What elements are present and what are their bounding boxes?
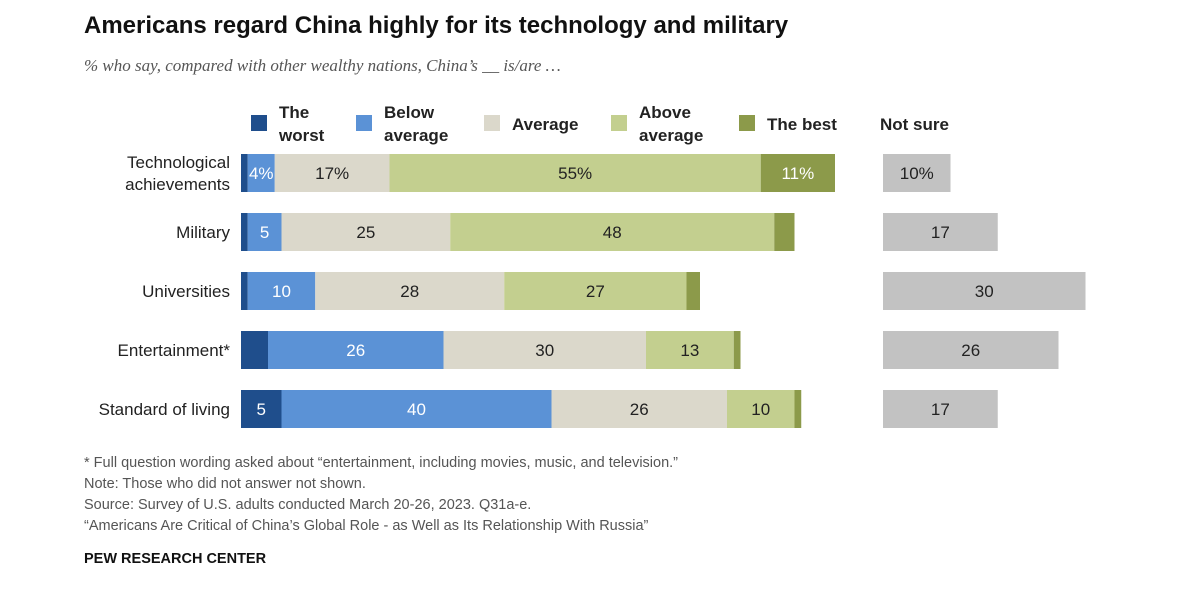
chart-title: Americans regard China highly for its te…	[84, 12, 789, 39]
bar-below-average-military	[247, 213, 282, 251]
value-label-not-sure-technological-achievements: 10%	[900, 164, 934, 183]
legend-label-below-average: Below	[384, 103, 435, 122]
legend-label-average: Average	[512, 115, 578, 134]
bar-the-best-military	[774, 213, 795, 251]
row-label-military: Military	[176, 223, 230, 242]
legend-swatch-above-average	[611, 115, 627, 131]
row-label-entertainment: Entertainment*	[118, 341, 231, 360]
bar-the-worst-military	[241, 213, 248, 251]
bar-the-worst-standard-of-living	[241, 390, 282, 428]
bar-above-average-military	[450, 213, 775, 251]
value-label-below-average-standard-of-living: 40	[407, 400, 426, 419]
bar-the-best-technological-achievements	[760, 154, 835, 192]
value-label-below-average-technological-achievements: 4%	[249, 164, 274, 183]
bar-above-average-universities	[504, 272, 687, 310]
value-label-not-sure-standard-of-living: 17	[931, 400, 950, 419]
pew-research-center-logo: PEW RESEARCH CENTER	[84, 551, 267, 567]
bar-not-sure-standard-of-living	[883, 390, 998, 428]
bar-not-sure-universities	[883, 272, 1086, 310]
value-label-the-worst-standard-of-living: 5	[257, 400, 266, 419]
value-label-not-sure-universities: 30	[975, 282, 994, 301]
legend-label-not-sure: Not sure	[880, 115, 949, 134]
legend-label-the-best: The best	[767, 115, 837, 134]
value-label-above-average-universities: 27	[586, 282, 605, 301]
legend-label-the-worst: The	[279, 103, 309, 122]
value-label-above-average-military: 48	[603, 223, 622, 242]
bar-not-sure-entertainment	[883, 331, 1059, 369]
legend-swatch-average	[484, 115, 500, 131]
legend-label-the-worst: worst	[278, 126, 325, 145]
value-label-above-average-standard-of-living: 10	[751, 400, 770, 419]
value-label-above-average-entertainment: 13	[680, 341, 699, 360]
value-label-below-average-universities: 10	[272, 282, 291, 301]
bar-above-average-entertainment	[646, 331, 734, 369]
value-label-not-sure-entertainment: 26	[961, 341, 980, 360]
bar-average-military	[281, 213, 451, 251]
bar-above-average-technological-achievements	[389, 154, 761, 192]
footnote-note: Note: Those who did not answer not shown…	[84, 476, 366, 492]
footnote-entertainment: * Full question wording asked about “ent…	[84, 455, 679, 471]
value-label-below-average-entertainment: 26	[346, 341, 365, 360]
chart-subtitle: % who say, compared with other wealthy n…	[84, 56, 561, 75]
bar-the-best-entertainment	[733, 331, 741, 369]
footnote-source: Source: Survey of U.S. adults conducted …	[84, 497, 532, 513]
value-label-average-military: 25	[356, 223, 375, 242]
bar-the-worst-technological-achievements	[241, 154, 248, 192]
value-label-the-best-technological-achievements: 11%	[781, 164, 814, 183]
value-label-not-sure-military: 17	[931, 223, 950, 242]
bar-the-worst-universities	[241, 272, 248, 310]
row-label-technological-achievements: Technological	[127, 153, 230, 172]
bar-the-best-universities	[686, 272, 700, 310]
value-label-average-technological-achievements: 17%	[315, 164, 349, 183]
row-label-universities: Universities	[142, 282, 230, 301]
bar-below-average-entertainment	[268, 331, 444, 369]
row-label-technological-achievements: achievements	[125, 175, 230, 194]
value-label-average-standard-of-living: 26	[630, 400, 649, 419]
bar-average-standard-of-living	[551, 390, 727, 428]
bar-the-best-standard-of-living	[794, 390, 802, 428]
value-label-average-universities: 28	[400, 282, 419, 301]
bar-not-sure-technological-achievements	[883, 154, 951, 192]
bar-below-average-universities	[247, 272, 316, 310]
legend-label-below-average: average	[384, 126, 448, 145]
footnote-report-title: “Americans Are Critical of China’s Globa…	[84, 518, 649, 534]
bar-average-technological-achievements	[274, 154, 390, 192]
bar-not-sure-military	[883, 213, 998, 251]
legend-swatch-below-average	[356, 115, 372, 131]
bar-average-entertainment	[443, 331, 646, 369]
value-label-average-entertainment: 30	[535, 341, 554, 360]
legend-label-above-average: average	[639, 126, 703, 145]
bar-below-average-technological-achievements	[247, 154, 275, 192]
bar-average-universities	[315, 272, 505, 310]
bar-below-average-standard-of-living	[281, 390, 552, 428]
row-label-standard-of-living: Standard of living	[99, 400, 230, 419]
bar-the-worst-entertainment	[241, 331, 268, 369]
bar-above-average-standard-of-living	[727, 390, 795, 428]
legend-swatch-the-best	[739, 115, 755, 131]
legend-swatch-the-worst	[251, 115, 267, 131]
legend-label-above-average: Above	[639, 103, 691, 122]
value-label-above-average-technological-achievements: 55%	[558, 164, 592, 183]
value-label-below-average-military: 5	[260, 223, 269, 242]
stacked-bar-chart: The worst Below average Average Above average T…	[99, 103, 1086, 428]
